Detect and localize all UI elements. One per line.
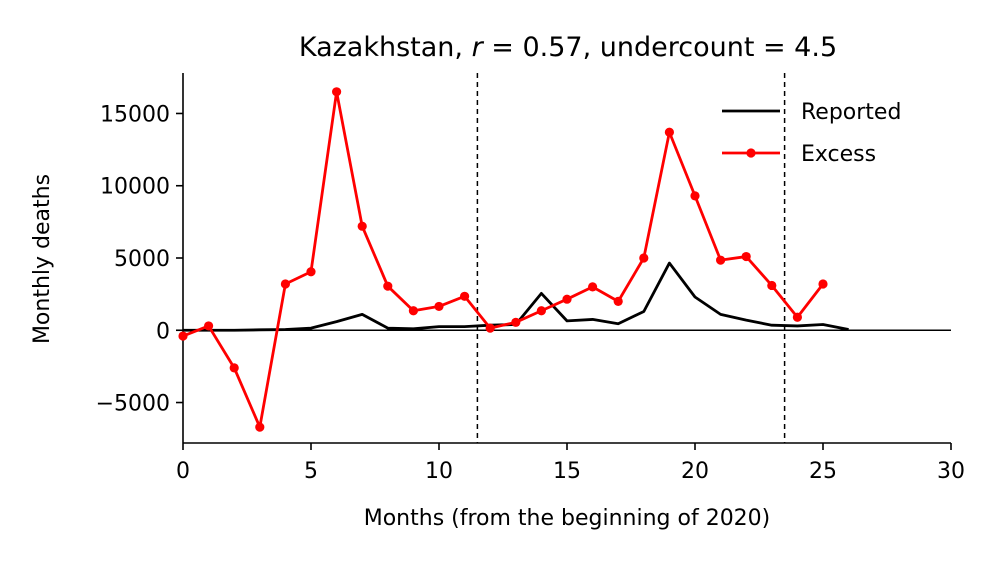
data-point-excess [332,87,342,97]
legend-label-excess: Excess [801,142,876,167]
data-point-excess [562,294,572,304]
data-point-excess [588,282,598,292]
x-tick-label: 25 [809,459,837,484]
data-point-excess [818,279,828,289]
data-point-excess [690,191,700,201]
data-point-excess [383,281,393,291]
y-tick-label: 10000 [100,175,170,200]
data-point-excess [716,255,726,265]
data-point-excess [741,251,751,262]
y-tick-label: 5000 [114,247,170,272]
y-axis-label: Monthly deaths [30,174,55,344]
data-point-excess [664,127,675,137]
data-point-excess [178,331,188,341]
data-point-excess [434,301,444,312]
data-point-excess [460,291,470,301]
data-point-excess [204,321,214,331]
legend-label-reported: Reported [801,100,901,125]
data-point-excess [306,267,316,277]
x-tick-label: 10 [425,459,453,484]
data-point-excess [639,253,649,263]
data-point-excess [767,280,777,291]
data-point-excess [280,279,290,289]
data-point-excess [229,363,239,373]
chart-title: Kazakhstan, r = 0.57, undercount = 4.5 [299,32,837,63]
plot-area: 0 5 10 15 20 25 30 −5000 0 5000 10000 15000 [96,73,965,484]
x-axis-label: Months (from the beginning of 2020) [364,506,771,531]
x-tick-label: 20 [681,459,709,484]
y-tick-label: 0 [156,319,170,344]
legend: Reported Excess [722,100,901,167]
data-point-excess [511,317,521,327]
y-tick-label: −5000 [96,392,170,417]
x-tick-label: 0 [176,459,190,484]
data-point-excess [255,422,265,432]
data-point-excess [485,323,495,333]
data-point-excess [613,296,623,306]
data-point-excess [536,306,547,316]
x-tick-label: 30 [937,459,965,484]
data-point-excess [357,221,367,231]
x-tick-label: 15 [553,459,581,484]
x-tick-label: 5 [304,459,318,484]
data-point-excess [792,312,803,322]
legend-marker-excess [746,148,756,158]
y-tick-label: 15000 [100,102,170,127]
data-point-excess [408,306,418,316]
series-line-excess [182,90,825,429]
